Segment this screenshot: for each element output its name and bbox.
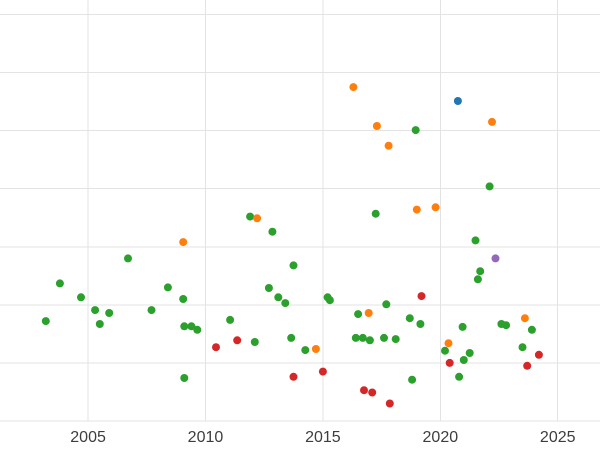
- data-point: [445, 358, 454, 367]
- data-point: [384, 141, 393, 150]
- data-point: [351, 333, 360, 342]
- data-point: [365, 336, 374, 345]
- x-axis-tick-labels: 2005 2010 2015 2020 2025: [70, 429, 575, 446]
- data-point: [520, 314, 529, 323]
- series-blue: [453, 97, 462, 105]
- data-point: [287, 333, 296, 342]
- data-point: [325, 296, 334, 305]
- data-point: [360, 386, 368, 395]
- data-point: [385, 399, 394, 408]
- data-point: [364, 309, 373, 317]
- data-point: [55, 279, 64, 288]
- series-purple: [491, 254, 500, 263]
- data-point: [212, 343, 220, 352]
- data-point: [179, 238, 188, 247]
- x-tick-label: 2010: [188, 429, 224, 446]
- data-point: [473, 275, 482, 284]
- data-point: [485, 182, 494, 191]
- data-point: [459, 356, 468, 364]
- series-green: [41, 126, 536, 384]
- data-point: [311, 345, 320, 353]
- data-point: [380, 333, 388, 342]
- data-point: [534, 350, 543, 359]
- data-point: [417, 292, 426, 301]
- data-point: [411, 126, 420, 135]
- data-point: [264, 284, 273, 292]
- series-red: [212, 292, 543, 408]
- data-point: [371, 209, 380, 218]
- series-orange: [179, 83, 529, 353]
- data-point: [368, 388, 377, 397]
- data-point: [523, 361, 532, 370]
- data-point: [416, 320, 425, 328]
- data-point: [193, 325, 202, 334]
- data-point: [455, 372, 464, 381]
- data-point: [488, 117, 496, 126]
- data-point: [147, 306, 156, 315]
- x-tick-label: 2005: [70, 429, 106, 446]
- data-point: [253, 214, 262, 223]
- data-point: [441, 346, 449, 355]
- data-point: [289, 372, 298, 381]
- data-point: [226, 315, 235, 324]
- data-point: [289, 261, 298, 270]
- x-tick-label: 2025: [540, 429, 576, 446]
- data-point: [105, 309, 114, 317]
- data-point: [382, 300, 391, 309]
- data-point: [187, 322, 196, 331]
- data-point: [268, 227, 277, 236]
- data-point: [491, 254, 500, 263]
- data-point: [391, 335, 400, 344]
- data-point: [502, 321, 511, 330]
- gridlines: [0, 0, 600, 422]
- data-point: [405, 314, 414, 323]
- data-point: [476, 267, 485, 276]
- data-point: [179, 295, 188, 303]
- data-point: [372, 122, 381, 130]
- data-point: [41, 317, 50, 326]
- data-point: [349, 83, 358, 92]
- x-tick-label: 2020: [423, 429, 459, 446]
- data-point: [408, 375, 417, 384]
- data-point: [233, 336, 242, 345]
- data-point: [453, 97, 462, 105]
- data-point: [354, 310, 363, 319]
- data-point: [412, 205, 421, 214]
- data-point: [77, 293, 85, 302]
- data-point: [124, 254, 132, 263]
- data-point: [274, 293, 283, 302]
- data-point: [527, 325, 536, 334]
- data-point: [518, 343, 527, 352]
- data-point: [281, 299, 290, 308]
- data-point: [246, 212, 255, 221]
- data-point: [95, 320, 104, 328]
- data-point: [301, 346, 310, 355]
- data-point: [458, 322, 467, 331]
- data-point: [444, 339, 453, 348]
- data-point: [91, 306, 100, 315]
- x-tick-label: 2015: [305, 429, 341, 446]
- data-point: [465, 349, 474, 357]
- data-point: [471, 236, 480, 245]
- data-point: [318, 367, 327, 376]
- data-point: [163, 283, 172, 292]
- data-point: [180, 374, 189, 382]
- data-point: [250, 338, 259, 346]
- data-point: [431, 203, 440, 212]
- data-point: [180, 322, 189, 331]
- data-point: [358, 333, 367, 342]
